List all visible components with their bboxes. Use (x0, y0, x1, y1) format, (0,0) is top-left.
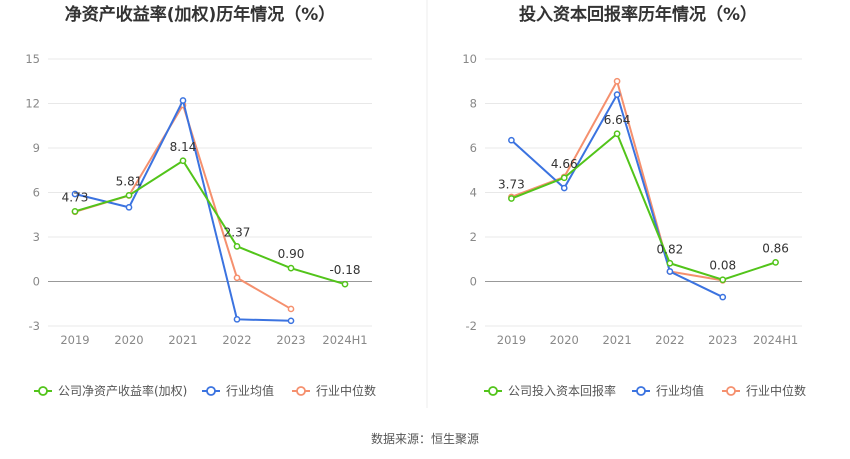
x-tick-label: 2019 (60, 333, 89, 347)
data-label: -0.18 (329, 263, 360, 277)
data-label: 0.86 (762, 241, 789, 255)
x-tick-label: 2021 (602, 333, 631, 347)
chart-title: 投入资本回报率历年情况（%） (519, 4, 757, 25)
legend-item-label: 行业均值 (656, 383, 704, 398)
series-line-3 (74, 102, 292, 310)
data-point (71, 190, 79, 198)
y-tick-label: 8 (470, 97, 477, 111)
x-tick-label: 2022 (222, 333, 251, 347)
data-point (666, 259, 674, 267)
data-label: 4.66 (551, 157, 578, 171)
y-tick-label: 0 (470, 275, 477, 289)
chart-panel-1: 净资产收益率(加权)历年情况（%） 15 12 9 6 3 0 -3 2019 2020 2021 2… (25, 4, 376, 398)
series-line-2 (74, 97, 292, 322)
data-point (613, 130, 621, 138)
data-point (233, 274, 241, 282)
x-tick-label: 2024H1 (753, 333, 798, 347)
legend-item-label: 行业中位数 (746, 383, 806, 398)
data-point (508, 195, 515, 202)
data-point (772, 259, 779, 266)
x-tick-label: 2023 (276, 333, 305, 347)
data-point (179, 157, 187, 165)
data-label: 0.08 (709, 259, 736, 273)
legend-swatch-marker (206, 386, 216, 396)
y-tick-label: 12 (25, 97, 40, 111)
data-point (613, 77, 621, 85)
data-label: 3.73 (498, 178, 525, 192)
y-tick-label: 4 (470, 186, 477, 200)
y-tick-label: 2 (470, 230, 477, 244)
data-point (287, 305, 295, 313)
legend-swatch-marker (488, 386, 498, 396)
data-point (179, 97, 187, 104)
data-label: 0.90 (278, 247, 305, 261)
series-line-1 (74, 159, 346, 286)
y-tick-label: 3 (33, 230, 40, 244)
y-tick-label: 0 (33, 275, 40, 289)
data-label: 0.82 (657, 242, 684, 256)
x-tick-label: 2023 (708, 333, 737, 347)
x-tick-label: 2024H1 (322, 333, 367, 347)
y-tick-label: 6 (33, 186, 40, 200)
data-point (287, 264, 295, 272)
data-point (719, 276, 727, 284)
data-label: 6.64 (604, 113, 631, 127)
y-tick-label: 6 (470, 141, 477, 155)
data-point (719, 293, 727, 301)
data-label: 4.73 (62, 190, 89, 204)
x-tick-label: 2021 (168, 333, 197, 347)
x-tick-label: 2022 (655, 333, 684, 347)
y-tick-label: 10 (462, 52, 477, 66)
y-tick-label: -2 (466, 319, 477, 333)
data-point (125, 203, 133, 211)
series-line-3 (511, 78, 723, 282)
data-point (71, 207, 79, 215)
data-source: 数据来源：恒生聚源 (371, 431, 479, 446)
legend-item-label: 行业均值 (226, 383, 274, 398)
y-tick-label: -3 (29, 319, 40, 333)
legend-swatch-marker (38, 386, 48, 396)
series-line-1 (511, 132, 776, 281)
legend-swatch-marker (296, 386, 306, 396)
data-point (666, 268, 674, 275)
data-point (125, 191, 133, 199)
y-tick-label: 9 (33, 141, 40, 155)
legend-item-label: 行业中位数 (316, 383, 376, 398)
data-point (560, 184, 568, 192)
legend-swatch-marker (726, 386, 736, 396)
data-point (341, 280, 349, 288)
x-tick-label: 2020 (550, 333, 579, 347)
data-point (508, 136, 515, 144)
y-tick-label: 15 (25, 52, 40, 66)
data-point (560, 174, 568, 182)
data-point (613, 91, 621, 98)
x-tick-label: 2020 (114, 333, 143, 347)
data-label: 8.14 (170, 140, 197, 154)
data-label: 5.81 (116, 174, 143, 188)
data-point (287, 317, 295, 325)
data-label: 2.37 (224, 225, 251, 239)
legend-item-label: 公司净资产收益率(加权) (58, 383, 187, 398)
data-point (233, 315, 241, 323)
legend-item-label: 公司投入资本回报率 (508, 383, 616, 398)
x-tick-label: 2019 (497, 333, 526, 347)
chart-panel-2: 投入资本回报率历年情况（%） 10 8 6 4 2 0 -2 2019 2020 2021 2022 2… (462, 4, 806, 398)
data-point (233, 242, 241, 250)
chart-title: 净资产收益率(加权)历年情况（%） (65, 4, 336, 25)
legend-swatch-marker (636, 386, 646, 396)
